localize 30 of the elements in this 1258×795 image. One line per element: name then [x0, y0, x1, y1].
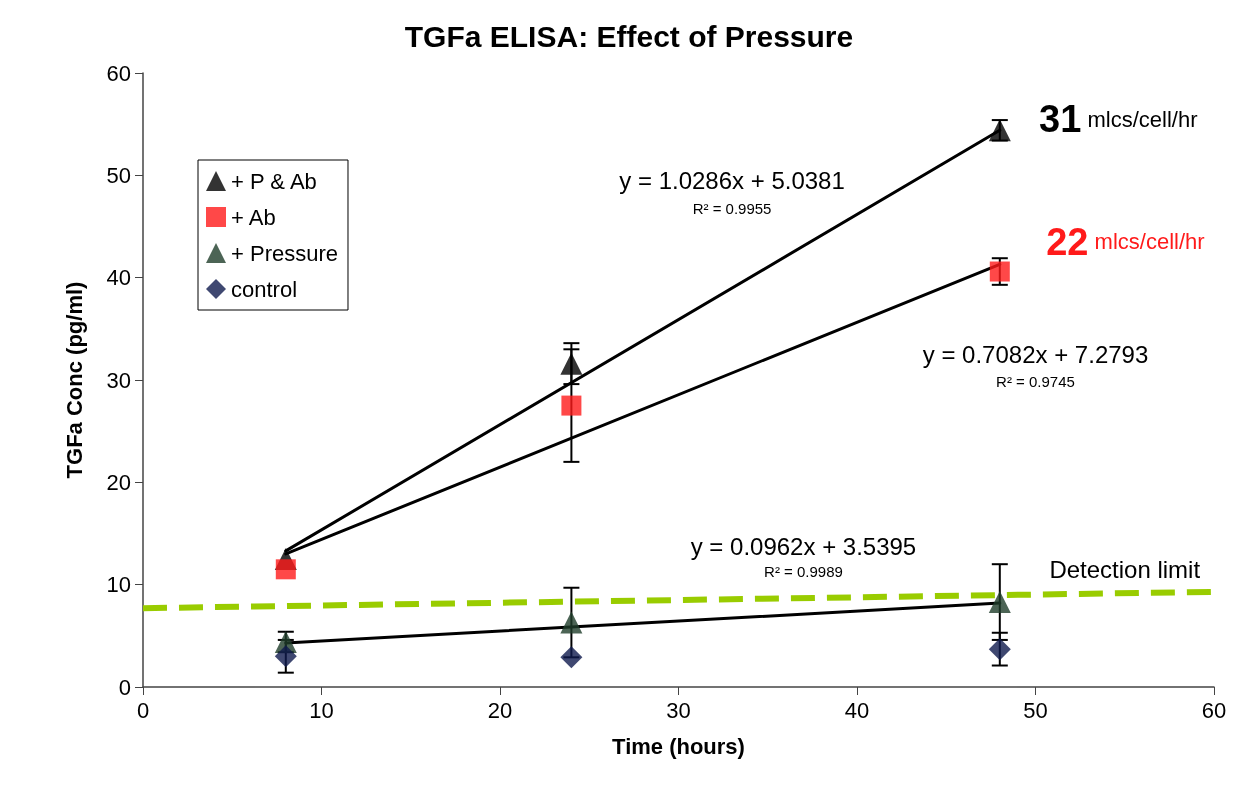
y-tick-label: 0 [118, 674, 131, 700]
x-tick-label: 60 [1201, 697, 1227, 723]
x-tick-label: 30 [666, 697, 691, 723]
legend-label: + Pressure [231, 240, 338, 266]
annotation: y = 0.7082x + 7.2793 [922, 340, 1149, 368]
y-axis-title: TGFa Conc (pg/ml) [61, 281, 87, 479]
chart-title: TGFa ELISA: Effect of Pressure [404, 19, 854, 53]
y-tick-label: 30 [106, 367, 131, 393]
legend-label: + Ab [231, 204, 276, 230]
x-tick-label: 50 [1023, 697, 1048, 723]
annotation: 22 mlcs/cell/hr [1046, 220, 1205, 263]
annotation: R² = 0.9745 [996, 372, 1075, 390]
y-tick-label: 20 [106, 469, 131, 495]
x-tick-label: 0 [136, 697, 150, 723]
annotation: R² = 0.9955 [692, 199, 772, 217]
x-tick-label: 20 [487, 697, 513, 723]
y-tick-label: 40 [106, 265, 131, 291]
y-tick-label: 50 [106, 162, 131, 188]
legend-label: + P & Ab [231, 168, 317, 194]
annotation: R² = 0.9989 [764, 562, 843, 580]
x-tick-label: 40 [844, 697, 870, 723]
annotation: Detection limit [1049, 555, 1201, 583]
legend-label: control [231, 276, 298, 302]
annotation: y = 1.0286x + 5.0381 [619, 166, 845, 194]
x-axis-title: Time (hours) [612, 733, 745, 759]
annotation: 31 mlcs/cell/hr [1039, 98, 1198, 141]
x-tick-label: 10 [309, 697, 334, 723]
y-tick-label: 10 [106, 572, 131, 598]
annotation: y = 0.0962x + 3.5395 [690, 533, 917, 561]
y-tick-label: 60 [106, 60, 131, 86]
